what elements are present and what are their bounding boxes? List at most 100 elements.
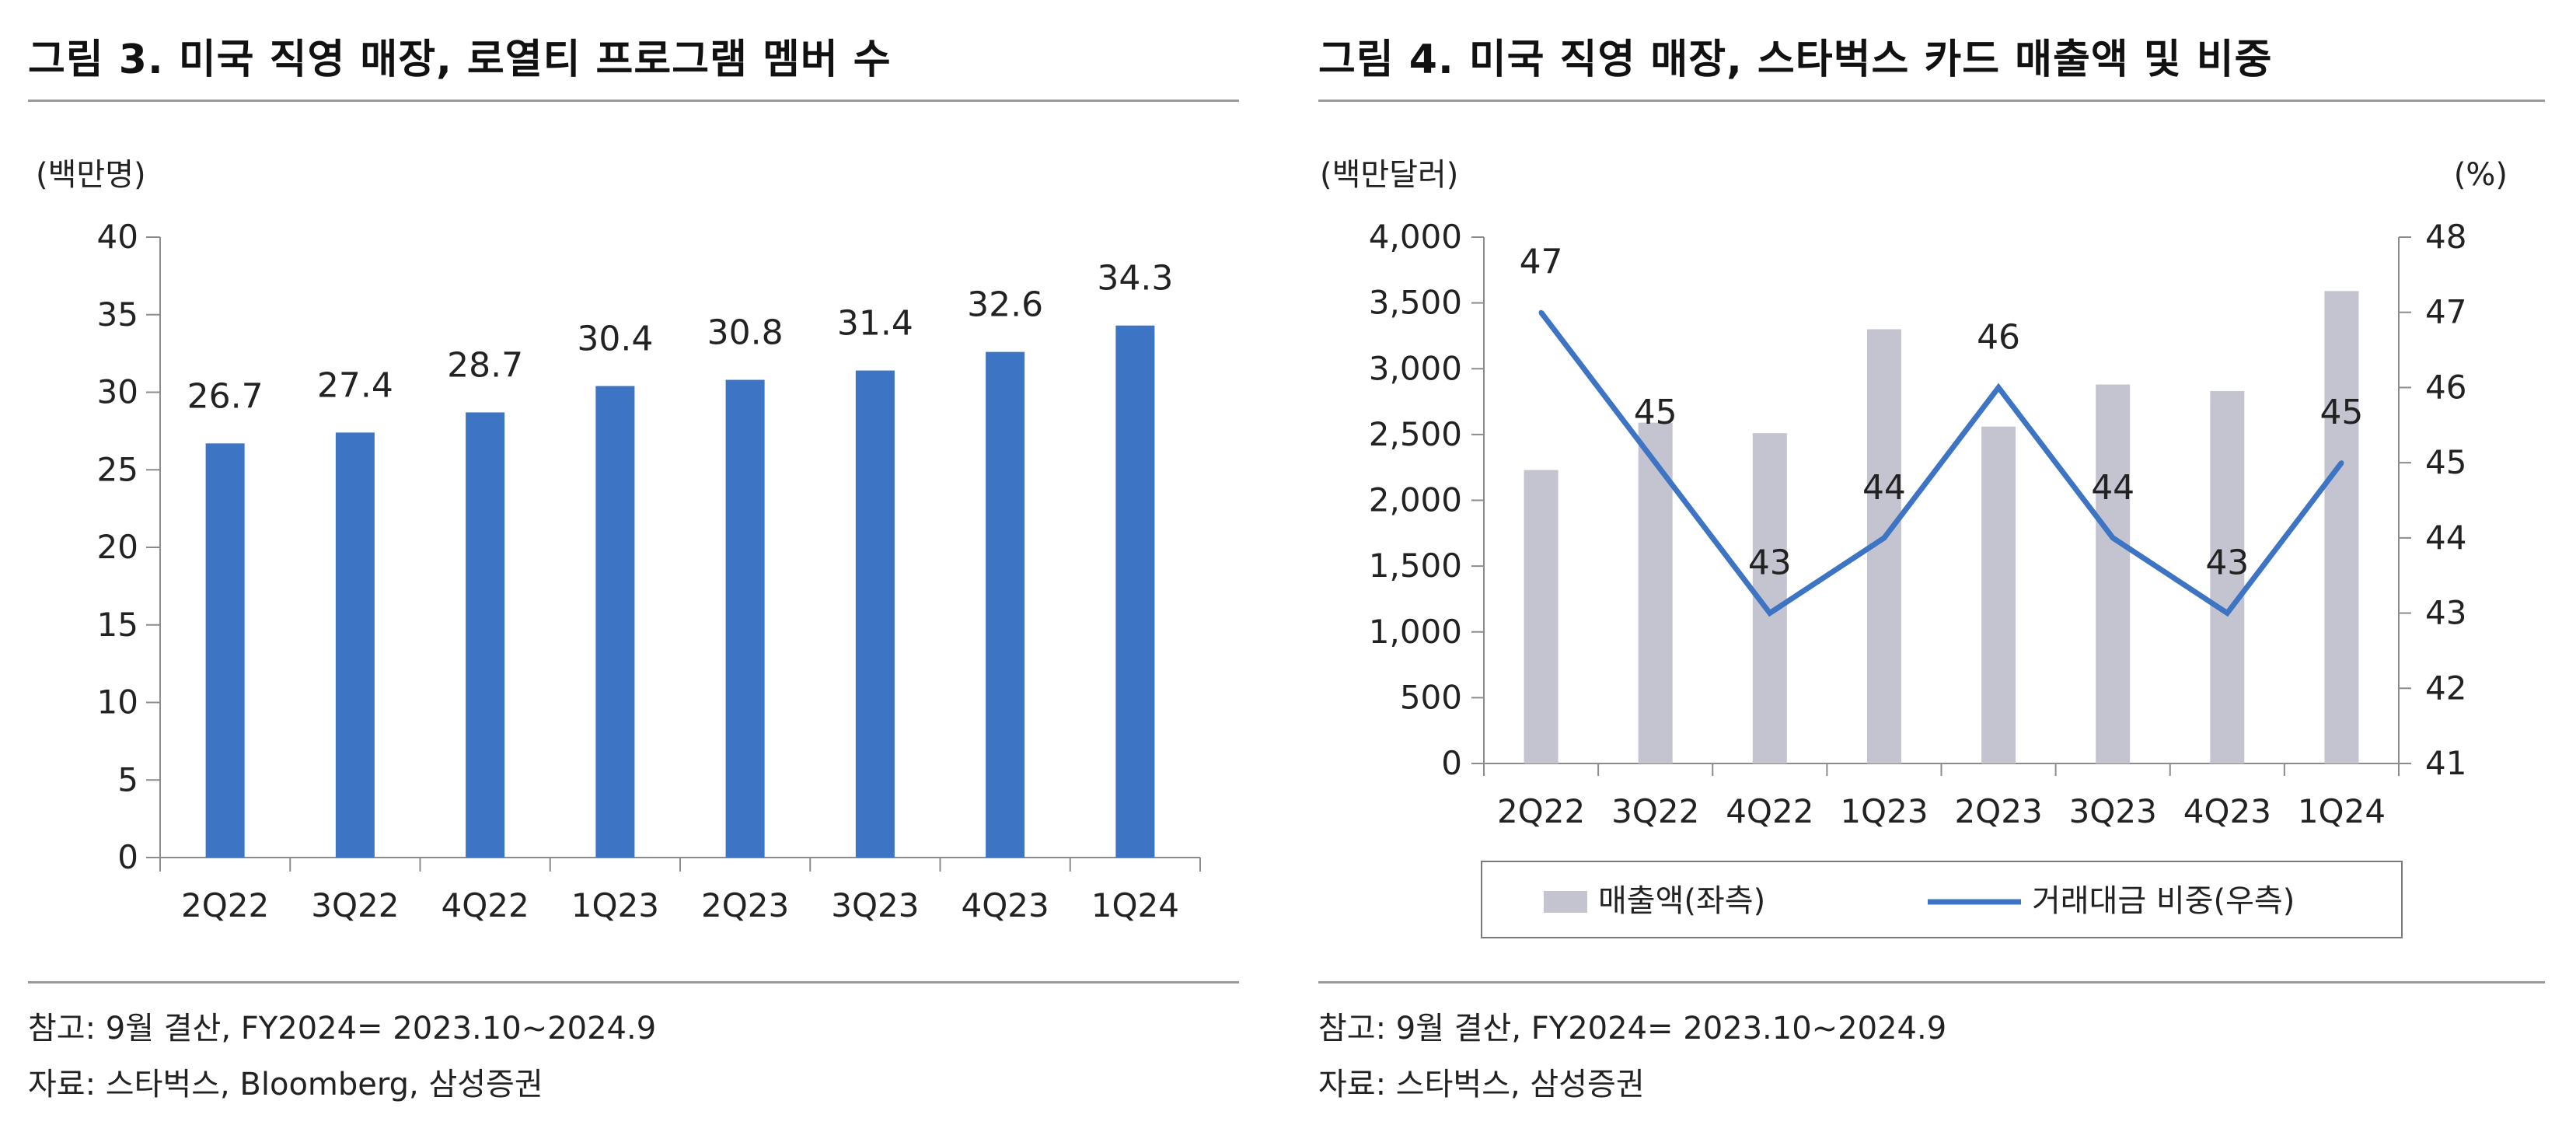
- footer-rule: [1318, 981, 2545, 984]
- x-tick-label: 1Q23: [1840, 792, 1928, 830]
- bar: [595, 386, 635, 858]
- y-tick-label-right: 45: [2425, 443, 2466, 481]
- share-point: [1996, 385, 2002, 390]
- y-tick-label-left: 1,500: [1369, 547, 1462, 585]
- sales-bar: [1638, 422, 1673, 763]
- y-tick-label-right: 44: [2425, 519, 2466, 557]
- bar: [335, 432, 375, 858]
- x-tick-label: 1Q24: [1091, 886, 1179, 924]
- data-label: 28.7: [447, 345, 523, 385]
- share-data-label: 47: [1520, 243, 1563, 282]
- bar: [205, 443, 245, 858]
- sales-bar: [1524, 470, 1559, 763]
- figure-3-title: 그림 3. 미국 직영 매장, 로열티 프로그램 멤버 수: [28, 37, 892, 83]
- data-label: 30.4: [577, 320, 653, 359]
- share-data-label: 45: [1634, 393, 1677, 432]
- y-tick-label-left: 500: [1400, 678, 1462, 716]
- share-point: [1653, 460, 1658, 466]
- legend-swatch-sales: [1544, 891, 1587, 913]
- share-point: [1538, 309, 1544, 315]
- figure-3-panel: 그림 3. 미국 직영 매장, 로열티 프로그램 멤버 수 (백만명) 0 5 10 1…: [28, 0, 1241, 1132]
- bar: [466, 412, 505, 858]
- card-sales-chart: (백만달러) (%) 0 500 1,000 1,500 2,000 2,500 3,000 3,…: [1320, 157, 2508, 938]
- share-point: [2225, 610, 2230, 616]
- bar: [986, 351, 1025, 858]
- title-rule: [1318, 100, 2545, 102]
- y-tick-label: 35: [97, 295, 138, 334]
- figure-3-note: 참고: 9월 결산, FY2024= 2023.10~2024.9: [28, 1011, 657, 1046]
- x-tick-label: 4Q23: [2183, 792, 2271, 830]
- y-tick-label-left: 1,000: [1369, 613, 1462, 651]
- share-line: [1538, 310, 2344, 617]
- x-tick-label: 4Q23: [962, 886, 1049, 924]
- y-tick-label-left: 2,500: [1369, 415, 1462, 453]
- x-tick-label: 3Q23: [831, 886, 919, 924]
- share-data-label: 44: [2091, 468, 2134, 508]
- share-data-label: 43: [2205, 543, 2249, 583]
- sales-bar: [2210, 391, 2245, 763]
- figure-4-note: 참고: 9월 결산, FY2024= 2023.10~2024.9: [1318, 1011, 1947, 1046]
- data-label: 34.3: [1097, 259, 1173, 299]
- y-tick-label: 25: [97, 450, 138, 488]
- legend-label-sales: 매출액(좌측): [1598, 883, 1765, 919]
- y-tick-label: 20: [97, 528, 138, 566]
- figure-3-source: 자료: 스타벅스, Bloomberg, 삼성증권: [28, 1067, 543, 1102]
- y-axis-unit-left: (백만달러): [1320, 157, 1458, 193]
- y-tick-label-left: 3,000: [1369, 349, 1462, 387]
- y-tick-label: 5: [117, 760, 138, 798]
- share-data-label: 45: [2319, 393, 2363, 432]
- y-tick-label-left: 0: [1441, 744, 1462, 782]
- figure-4-panel: 그림 4. 미국 직영 매장, 스타벅스 카드 매출액 및 비중 (백만달러)(…: [1318, 0, 2546, 1132]
- y-tick-label: 15: [97, 606, 138, 644]
- x-tick-label: 2Q23: [1954, 792, 2042, 830]
- footer-rule: [28, 981, 1239, 984]
- loyalty-members-chart: (백만명) 0 5 10 15 20 25 30 35 40 26.7 2Q22 27.4 3Q22 28.…: [36, 157, 1201, 924]
- sales-bar: [1981, 426, 2016, 763]
- bar: [725, 379, 765, 858]
- figure-4-source: 자료: 스타벅스, 삼성증권: [1318, 1067, 1645, 1102]
- x-tick-label: 2Q23: [701, 886, 789, 924]
- figure-4-title: 그림 4. 미국 직영 매장, 스타벅스 카드 매출액 및 비중: [1318, 37, 2273, 83]
- share-data-label: 44: [1862, 468, 1906, 508]
- share-point: [1767, 610, 1772, 616]
- share-data-label: 43: [1748, 543, 1792, 583]
- x-tick-label: 1Q24: [2298, 792, 2386, 830]
- y-tick-label-right: 47: [2425, 293, 2466, 331]
- x-tick-label: 4Q22: [1726, 792, 1813, 830]
- x-tick-label: 1Q23: [571, 886, 659, 924]
- y-tick-label-right: 43: [2425, 594, 2466, 632]
- x-tick-label: 3Q23: [2069, 792, 2157, 830]
- x-tick-label: 2Q22: [1497, 792, 1585, 830]
- share-point: [2339, 460, 2344, 466]
- y-tick-label-right: 48: [2425, 218, 2466, 256]
- share-point: [2110, 535, 2116, 540]
- y-axis-unit-right: (%): [2454, 157, 2508, 193]
- y-tick-label-right: 41: [2425, 744, 2466, 782]
- title-rule: [28, 100, 1239, 102]
- legend-label-share: 거래대금 비중(우측): [2032, 883, 2295, 919]
- x-tick-label: 4Q22: [442, 886, 529, 924]
- y-tick-label: 10: [97, 683, 138, 721]
- y-tick-label: 0: [117, 838, 138, 876]
- data-label: 27.4: [317, 365, 393, 405]
- x-tick-label: 3Q22: [311, 886, 399, 924]
- bar: [855, 370, 895, 858]
- data-label: 26.7: [187, 376, 264, 416]
- y-tick-label: 40: [97, 218, 138, 256]
- y-tick-label-right: 42: [2425, 669, 2466, 707]
- data-label: 31.4: [837, 304, 913, 344]
- data-label: 32.6: [967, 285, 1043, 325]
- bar: [1115, 325, 1155, 858]
- share-point: [1881, 535, 1887, 540]
- y-tick-label-left: 2,000: [1369, 481, 1462, 519]
- y-tick-label-right: 46: [2425, 368, 2466, 406]
- y-tick-label: 30: [97, 373, 138, 411]
- y-tick-label-left: 4,000: [1369, 218, 1462, 256]
- x-tick-label: 3Q22: [1611, 792, 1699, 830]
- share-data-label: 46: [1977, 317, 2020, 357]
- data-label: 30.8: [707, 313, 784, 353]
- sales-bar: [2096, 384, 2131, 763]
- y-tick-label-left: 3,500: [1369, 284, 1462, 322]
- sales-bar: [2324, 291, 2359, 764]
- y-axis-unit: (백만명): [36, 157, 146, 193]
